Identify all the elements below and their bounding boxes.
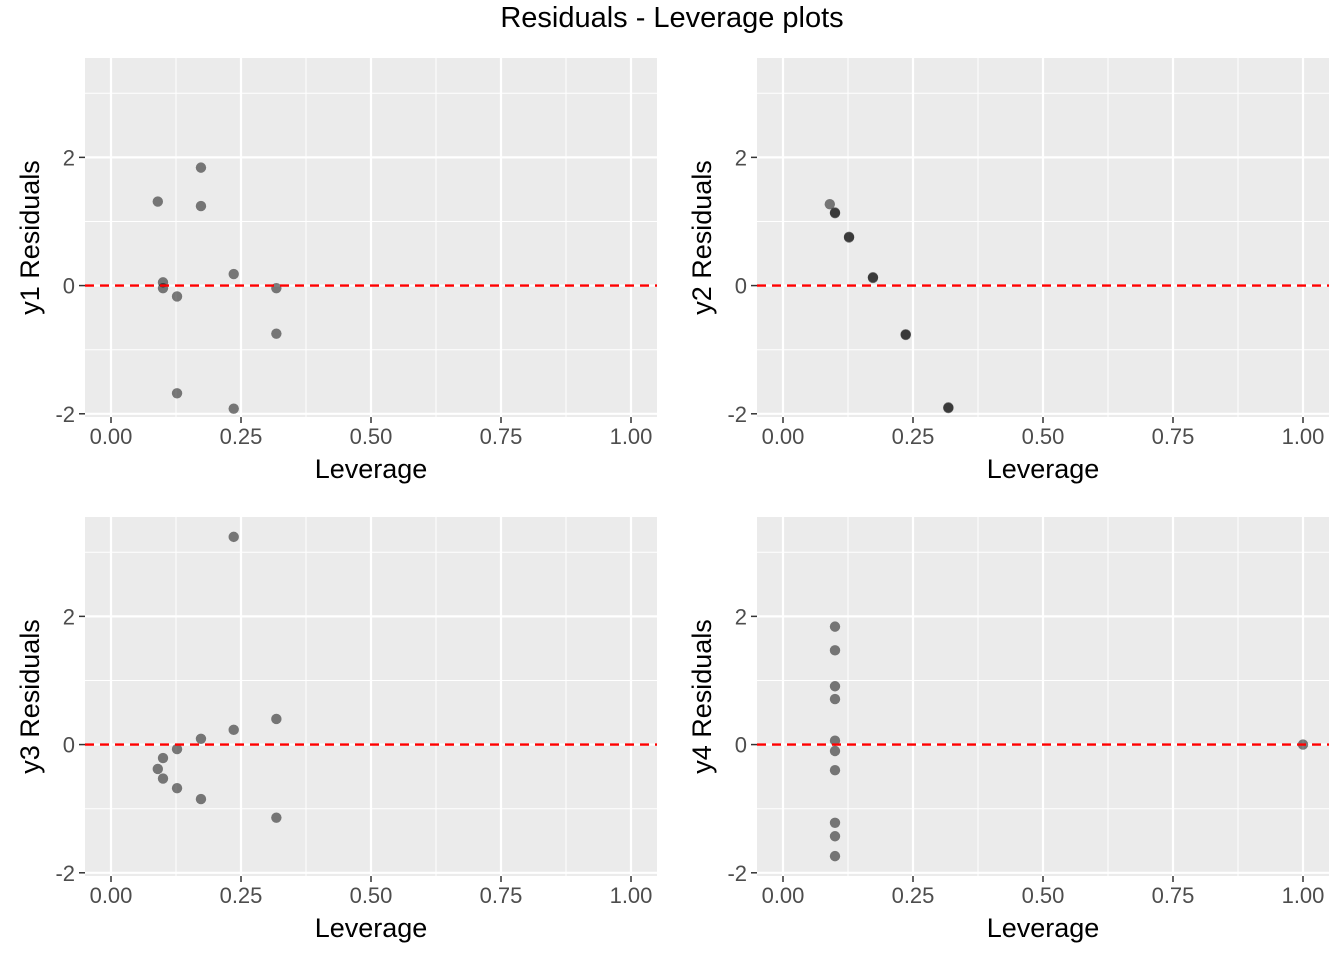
x-axis-title: Leverage xyxy=(315,913,428,943)
x-tick-label: 0.75 xyxy=(1152,424,1195,449)
x-tick-label: 0.50 xyxy=(350,883,393,908)
data-point xyxy=(152,763,163,775)
x-tick-label: 0.00 xyxy=(90,424,133,449)
panel-3: 0.00 0.25 0.50 0.75 1.00 -2 0 2 Leverage y3 Resid… xyxy=(15,517,657,943)
x-axis-title: Leverage xyxy=(987,454,1100,484)
x-axis-title: Leverage xyxy=(315,454,428,484)
x-tick-label: 0.50 xyxy=(1022,424,1065,449)
y-tick-label: -2 xyxy=(55,402,75,427)
data-point xyxy=(900,329,911,341)
data-point xyxy=(829,850,841,862)
panel-4: 0.00 0.25 0.50 0.75 1.00 -2 0 2 Leverage y4 Resid… xyxy=(687,517,1329,943)
data-point xyxy=(171,291,183,302)
y-tick-label: -2 xyxy=(727,861,747,886)
data-point xyxy=(195,200,207,212)
x-tick-label: 0.25 xyxy=(892,883,935,908)
data-point xyxy=(228,531,239,543)
x-tick-label: 0.25 xyxy=(220,424,263,449)
data-point xyxy=(824,198,835,210)
y-tick-label: 0 xyxy=(63,733,75,758)
data-point xyxy=(195,162,207,173)
y-axis-title: y3 Residuals xyxy=(15,619,45,774)
data-point xyxy=(152,196,163,207)
panel-2: 0.00 0.25 0.50 0.75 1.00 -2 0 2 Leverage y2 Resid… xyxy=(687,58,1329,484)
data-point xyxy=(271,713,282,725)
data-point xyxy=(228,268,239,280)
data-point xyxy=(157,752,169,764)
data-point xyxy=(829,765,841,776)
x-tick-label: 0.00 xyxy=(762,883,805,908)
y-tick-label: 2 xyxy=(735,145,747,170)
y-tick-label: 0 xyxy=(735,733,747,758)
data-point xyxy=(829,645,841,656)
data-point xyxy=(228,403,239,414)
x-tick-label: 0.50 xyxy=(1022,883,1065,908)
x-axis-title: Leverage xyxy=(987,913,1100,943)
y-tick-label: 2 xyxy=(63,604,75,629)
data-point xyxy=(829,831,841,842)
y-tick-label: 2 xyxy=(735,604,747,629)
x-tick-label: 0.00 xyxy=(90,883,133,908)
data-point xyxy=(829,621,841,632)
data-point xyxy=(171,743,183,755)
data-point xyxy=(829,207,841,219)
data-point xyxy=(157,773,169,784)
x-tick-label: 0.25 xyxy=(892,424,935,449)
panel-1: 0.00 0.25 0.50 0.75 1.00 -2 0 2 Leverage y1 Resid… xyxy=(15,58,657,484)
y-tick-label: -2 xyxy=(55,861,75,886)
x-tick-label: 0.00 xyxy=(762,424,805,449)
x-tick-label: 0.75 xyxy=(1152,883,1195,908)
data-point xyxy=(867,272,879,284)
data-point xyxy=(228,724,239,736)
figure-title: Residuals - Leverage plots xyxy=(500,2,844,34)
x-tick-label: 0.75 xyxy=(480,424,523,449)
x-tick-label: 0.75 xyxy=(480,883,523,908)
y-tick-label: -2 xyxy=(727,402,747,427)
data-point xyxy=(171,782,183,794)
y-tick-label: 0 xyxy=(63,274,75,299)
x-tick-label: 1.00 xyxy=(1282,883,1325,908)
data-point xyxy=(271,328,282,339)
y-axis-title: y4 Residuals xyxy=(687,619,717,774)
data-point xyxy=(829,681,841,692)
x-tick-label: 0.25 xyxy=(220,883,263,908)
data-point xyxy=(171,388,183,399)
x-tick-label: 1.00 xyxy=(610,424,653,449)
data-point xyxy=(195,733,207,745)
y-tick-label: 2 xyxy=(63,145,75,170)
y-axis-title: y2 Residuals xyxy=(687,160,717,315)
x-tick-label: 0.50 xyxy=(350,424,393,449)
data-point xyxy=(829,817,841,828)
data-point xyxy=(843,232,855,243)
data-point xyxy=(195,793,207,805)
x-tick-label: 1.00 xyxy=(610,883,653,908)
data-point xyxy=(943,402,954,414)
data-point xyxy=(829,745,841,757)
data-point xyxy=(829,693,841,705)
data-point xyxy=(829,735,841,746)
y-axis-title: y1 Residuals xyxy=(15,160,45,315)
y-tick-label: 0 xyxy=(735,274,747,299)
data-point xyxy=(271,812,282,823)
x-tick-label: 1.00 xyxy=(1282,424,1325,449)
